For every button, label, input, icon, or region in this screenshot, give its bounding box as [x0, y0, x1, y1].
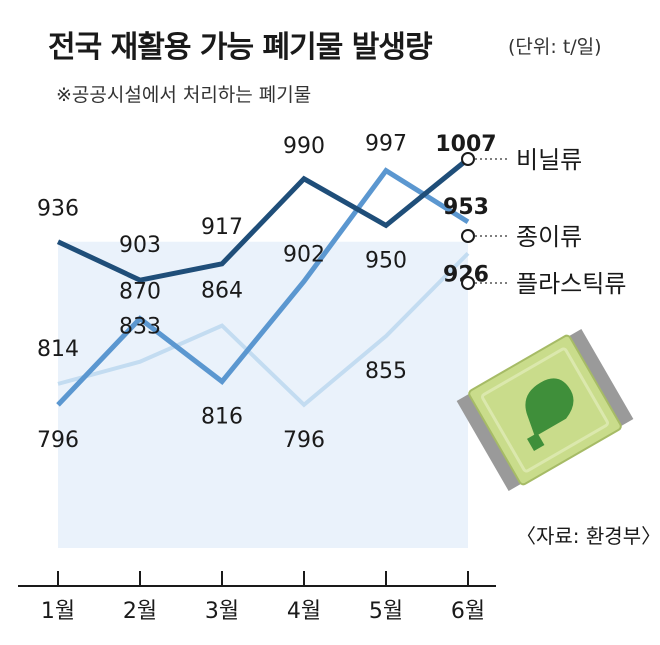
data-label: 902: [283, 242, 325, 267]
x-tick-label: 1월: [41, 599, 75, 624]
data-label: 903: [119, 233, 161, 258]
data-label: 814: [37, 337, 79, 362]
legend-label: 종이류: [516, 223, 582, 251]
data-label: 870: [119, 280, 161, 305]
data-label: 816: [201, 405, 243, 430]
plot-background: [58, 241, 468, 548]
pouch-seal-left: [456, 392, 523, 492]
chart-subtitle: ※공공시설에서 처리하는 폐기물: [56, 84, 312, 106]
pouch-seal-right: [567, 328, 634, 428]
pouch-inner-frame: [481, 347, 609, 473]
legend-label: 플라스틱류: [516, 270, 626, 298]
x-tick-label: 4월: [287, 599, 321, 624]
chart-title: 전국 재활용 가능 폐기물 발생량: [48, 30, 433, 65]
x-tick-label: 2월: [123, 599, 157, 624]
series-line-0: [56, 157, 470, 283]
data-label: 953: [443, 195, 489, 220]
data-label: 796: [283, 428, 325, 453]
data-label: 796: [37, 428, 79, 453]
data-label: 864: [201, 279, 243, 304]
endpoint-marker: [461, 229, 475, 243]
pouch-product-cap: [527, 432, 545, 451]
x-tick-label: 5월: [369, 599, 403, 624]
data-label: 997: [365, 132, 407, 157]
endpoint-marker: [461, 276, 475, 290]
data-label: 855: [365, 359, 407, 384]
pouch-product-shape: [525, 378, 574, 437]
data-label: 990: [283, 134, 325, 159]
packaging-illustration: [456, 328, 634, 492]
data-label: 917: [201, 215, 243, 240]
legend-label: 비닐류: [516, 146, 582, 174]
x-tick-label: 6월: [451, 599, 485, 624]
data-label: 833: [119, 315, 161, 340]
endpoint-marker: [461, 152, 475, 166]
unit-label: (단위: t/일): [508, 36, 602, 58]
series-line-2: [57, 251, 470, 408]
source-note: 〈자료: 환경부〉: [516, 524, 660, 548]
data-label: 936: [37, 197, 79, 222]
series-line-1: [56, 167, 470, 407]
data-label: 950: [365, 248, 407, 273]
x-tick-label: 3월: [205, 599, 239, 624]
